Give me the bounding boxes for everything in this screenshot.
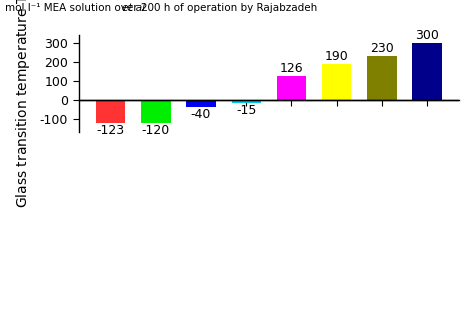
Text: et al.: et al. bbox=[122, 3, 148, 13]
Text: -40: -40 bbox=[191, 109, 211, 122]
Text: -123: -123 bbox=[97, 124, 125, 137]
Y-axis label: Glass transition temperature T$_g$(°C): Glass transition temperature T$_g$(°C) bbox=[15, 0, 34, 208]
Text: 126: 126 bbox=[280, 62, 303, 75]
Bar bbox=[141, 100, 171, 123]
Bar bbox=[367, 56, 397, 100]
Text: mol l⁻¹ MEA solution over 200 h of operation by Rajabzadeh: mol l⁻¹ MEA solution over 200 h of opera… bbox=[5, 3, 320, 13]
Bar bbox=[322, 64, 351, 100]
Bar bbox=[231, 100, 261, 102]
Text: 230: 230 bbox=[370, 42, 394, 55]
Bar bbox=[277, 76, 306, 100]
Text: 190: 190 bbox=[325, 50, 348, 63]
Text: -15: -15 bbox=[236, 104, 256, 117]
Bar bbox=[186, 100, 216, 107]
Bar bbox=[96, 100, 125, 123]
Bar bbox=[412, 43, 442, 100]
Text: 300: 300 bbox=[415, 29, 439, 42]
Text: -120: -120 bbox=[142, 124, 170, 137]
